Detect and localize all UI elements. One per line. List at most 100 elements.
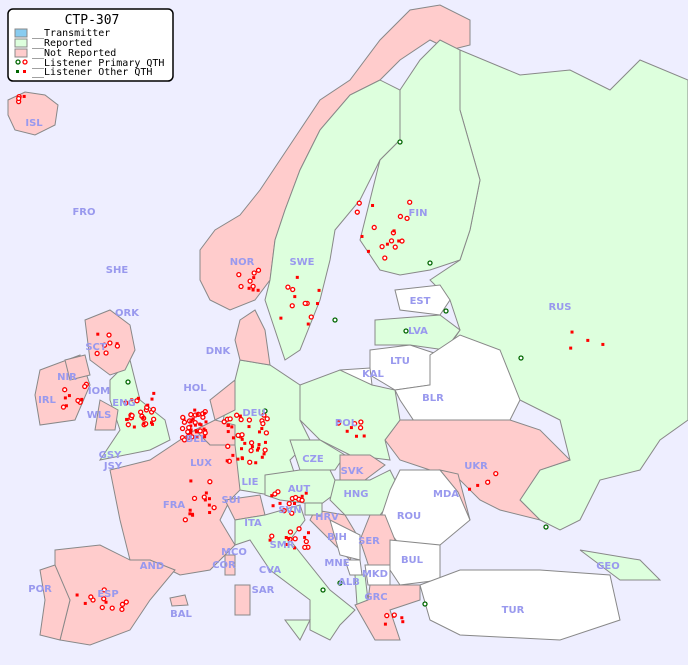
listener-primary-qth-marker <box>260 420 266 427</box>
country-geo <box>579 549 662 581</box>
listener-other-qth-marker <box>204 491 208 495</box>
country-label-cva: CVA <box>259 565 281 576</box>
listener-primary-qth-marker <box>379 243 385 250</box>
listener-primary-qth-marker <box>354 209 360 215</box>
listener-other-qth-marker <box>349 426 353 430</box>
legend-reported: __Reported <box>32 38 92 49</box>
listener-other-qth-marker <box>256 288 260 292</box>
country-label-svn: SVN <box>278 505 301 516</box>
country-label-isl: ISL <box>25 118 43 129</box>
listener-other-qth-marker <box>293 295 297 299</box>
country-label-ukr: UKR <box>464 461 488 472</box>
listener-other-qth-marker <box>268 538 272 542</box>
listener-other-qth-marker <box>383 622 387 626</box>
listener-other-qth-marker <box>207 497 211 501</box>
listener-other-qth-marker <box>142 421 146 425</box>
listener-primary-qth-marker <box>197 428 203 434</box>
listener-other-qth-marker <box>188 508 192 512</box>
listener-primary-qth-marker <box>227 416 233 422</box>
country-label-mkd: MKD <box>362 569 388 580</box>
country-nir <box>64 354 91 381</box>
listener-primary-qth-marker <box>101 587 107 593</box>
listener-other-qth-marker <box>257 443 261 447</box>
listener-other-qth-marker <box>226 424 230 428</box>
listener-other-qth-marker <box>202 427 206 431</box>
listener-primary-qth-marker <box>371 224 377 231</box>
country-label-ork: ORK <box>115 308 140 319</box>
listener-other-qth-marker <box>193 423 197 427</box>
listener-other-qth-marker <box>80 397 84 401</box>
country-label-rou: ROU <box>397 511 421 522</box>
country-label-lie: LIE <box>242 477 259 488</box>
listener-primary-qth-marker <box>302 300 308 307</box>
listener-primary-qth-marker <box>382 255 388 261</box>
country-label-geo: GEO <box>596 561 620 572</box>
country-label-lva: LVA <box>408 326 428 337</box>
country-label-hng: HNG <box>344 489 369 500</box>
legend-other-green-icon <box>16 70 19 73</box>
listener-other-qth-marker <box>304 491 308 495</box>
listener-other-qth-marker <box>150 422 154 426</box>
listener-primary-qth-marker <box>94 350 100 357</box>
listener-other-qth-marker <box>243 441 247 445</box>
listener-primary-qth-marker <box>399 238 405 244</box>
country-label-mda: MDA <box>433 489 459 500</box>
listener-other-qth-marker <box>194 430 198 434</box>
listener-other-qth-marker <box>189 431 193 435</box>
country-est <box>394 284 451 316</box>
listener-primary-qth-marker <box>211 505 217 511</box>
listener-other-qth-marker <box>250 445 254 449</box>
country-label-grc: GRC <box>364 592 387 603</box>
listener-other-qth-marker <box>260 455 264 459</box>
listener-primary-qth-marker <box>407 199 413 205</box>
listener-other-qth-marker <box>287 536 291 540</box>
listener-other-qth-marker <box>149 421 153 425</box>
listener-primary-qth-marker <box>239 432 245 438</box>
listener-primary-qth-marker <box>356 200 362 206</box>
listener-primary-qth-marker <box>397 213 404 220</box>
listener-primary-qth-marker <box>247 278 253 284</box>
listener-other-qth-marker <box>230 425 234 429</box>
legend-title: CTP-307 <box>65 13 120 28</box>
listener-primary-qth-marker <box>238 283 244 290</box>
listener-other-qth-marker <box>236 457 240 461</box>
listener-primary-qth-marker <box>391 612 397 618</box>
country-label-kal: KAL <box>362 369 384 380</box>
listener-primary-qth-marker <box>123 599 129 605</box>
listener-primary-qth-marker-reported <box>125 379 131 385</box>
listener-primary-qth-marker <box>335 420 342 426</box>
listener-other-qth-marker <box>316 302 320 306</box>
country-label-cor: COR <box>212 560 236 571</box>
country-label-ser: SER <box>358 536 380 547</box>
country-label-fro: FRO <box>72 207 95 218</box>
listener-other-qth-marker <box>255 448 259 452</box>
listener-primary-qth-marker <box>221 419 227 425</box>
listener-other-qth-marker <box>231 453 235 457</box>
listener-primary-qth-marker <box>287 529 294 535</box>
listener-primary-qth-marker-reported <box>332 317 338 323</box>
country-label-esp: ESP <box>97 589 118 600</box>
country-label-mne: MNE <box>324 558 349 569</box>
country-label-lux: LUX <box>190 458 212 469</box>
listener-other-qth-marker <box>586 338 590 342</box>
country-wls <box>94 399 119 431</box>
listener-other-qth-marker <box>271 504 275 508</box>
listener-other-qth-marker <box>397 239 401 243</box>
listener-primary-qth-marker <box>119 601 126 607</box>
listener-other-qth-marker <box>96 332 100 336</box>
listener-primary-qth-marker <box>109 605 115 611</box>
listener-primary-qth-marker <box>101 596 107 602</box>
country-label-ita: ITA <box>244 518 262 529</box>
listener-primary-qth-marker <box>286 500 292 507</box>
listener-other-qth-marker <box>306 531 310 535</box>
listener-primary-qth-marker-reported <box>262 408 268 414</box>
listener-other-qth-marker <box>401 620 405 624</box>
listener-primary-qth-marker <box>75 397 81 404</box>
listener-primary-qth-marker-reported <box>443 308 449 314</box>
country-ita <box>234 504 356 641</box>
country-hol <box>209 378 236 421</box>
country-label-iom: IOM <box>88 386 110 397</box>
listener-other-qth-marker <box>240 457 244 461</box>
country-label-fin: FIN <box>409 208 428 219</box>
listener-primary-qth-marker <box>88 594 94 600</box>
